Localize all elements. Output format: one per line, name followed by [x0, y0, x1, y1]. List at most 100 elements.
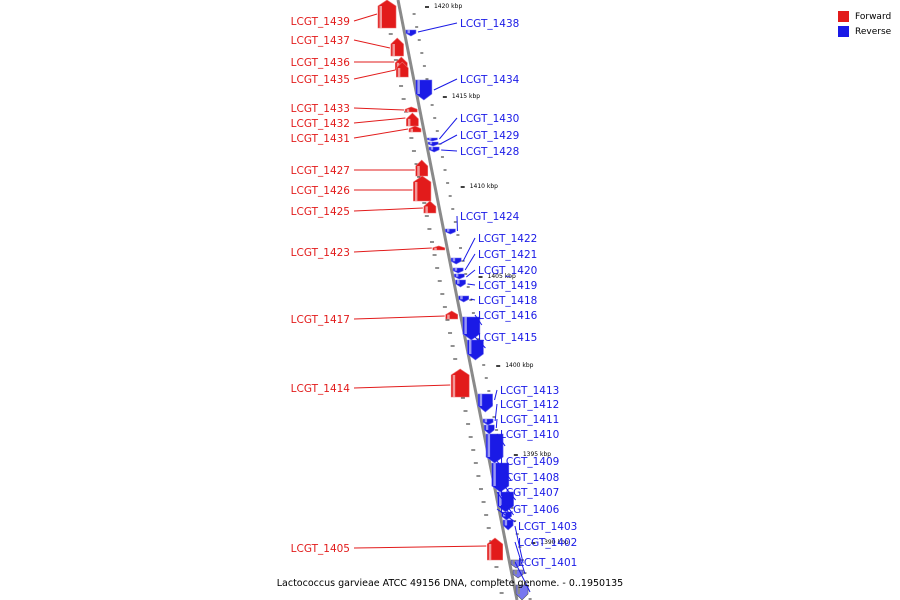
gene-highlight — [452, 258, 456, 262]
gene-highlight — [504, 520, 508, 526]
gene-highlight — [410, 128, 413, 132]
gene-connector — [494, 403, 498, 422]
gene-highlight — [425, 206, 428, 213]
gene-highlight — [493, 463, 496, 486]
gene-highlight — [414, 182, 418, 201]
gene-connector — [438, 117, 458, 140]
gene-highlight — [434, 247, 437, 250]
gene-connector — [495, 418, 498, 429]
gene-connector — [514, 561, 531, 593]
gene-highlight — [452, 375, 456, 397]
gene-connector — [439, 134, 458, 145]
gene-label-reverse: LCGT_1418 — [478, 295, 537, 307]
gene-highlight — [417, 166, 420, 176]
gene-label-forward: LCGT_1405 — [291, 543, 350, 555]
gene-connector — [353, 107, 405, 111]
gene-highlight — [464, 317, 467, 334]
gene-label-forward: LCGT_1436 — [291, 57, 351, 69]
gene-label-reverse: LCGT_1422 — [478, 233, 537, 245]
gene-connector — [494, 389, 498, 401]
gene-connector — [514, 541, 526, 575]
gene-arrow — [377, 0, 397, 29]
gene-highlight — [379, 6, 382, 28]
gene-label-forward: LCGT_1435 — [291, 74, 350, 86]
gene-highlight — [407, 30, 410, 34]
gene-highlight — [479, 394, 483, 406]
gene-label-forward: LCGT_1439 — [291, 16, 350, 28]
gene-highlight — [392, 44, 395, 56]
gene-connector — [353, 39, 391, 49]
legend-forward-label: Forward — [855, 11, 892, 22]
gene-highlight — [446, 229, 450, 232]
genome-caption: Lactococcus garvieae ATCC 49156 DNA, com… — [276, 578, 624, 589]
gene-features: LCGT_1439 LCGT_1437 LCGT_1436 LCGT_1435 LCGT… — [291, 0, 577, 600]
gene-highlight — [430, 147, 434, 150]
gene-highlight — [406, 109, 410, 112]
gene-connector — [464, 253, 476, 271]
gene-connector — [496, 433, 506, 447]
gene-connector — [353, 207, 423, 212]
gene-label-forward: LCGT_1433 — [291, 103, 350, 115]
gene-label-reverse: LCGT_1407 — [500, 487, 559, 499]
gene-label-forward: LCGT_1427 — [291, 165, 350, 177]
gene-highlight — [397, 68, 401, 77]
gene-connector — [353, 545, 487, 549]
gene-label-forward: LCGT_1426 — [291, 185, 351, 197]
gene-connector — [353, 128, 409, 139]
gene-highlight — [428, 138, 432, 140]
gene-connector — [441, 149, 458, 152]
gene-arrow — [413, 175, 432, 202]
gene-label-reverse: LCGT_1424 — [460, 211, 520, 223]
gene-label-reverse: LCGT_1438 — [460, 18, 519, 30]
gene-connector — [514, 525, 524, 564]
gene-highlight — [517, 585, 521, 594]
gene-connector — [467, 283, 476, 286]
scale-markers: 1420 kbp 1415 kbp 1410 kbp 1405 kbp 1400 kbp… — [424, 3, 569, 546]
gene-highlight — [514, 570, 518, 575]
gene-connector — [466, 269, 476, 278]
scale-label: 1420 kbp — [434, 3, 462, 10]
gene-label-reverse: LCGT_1402 — [518, 537, 577, 549]
gene-connector — [353, 384, 451, 389]
gene-connector — [462, 237, 476, 262]
scale-label: 1410 kbp — [470, 183, 498, 190]
scale-label: 1395 kbp — [523, 451, 551, 458]
gene-label-reverse: LCGT_1413 — [500, 385, 559, 397]
gene-connector — [470, 298, 476, 301]
gene-connector — [496, 476, 516, 501]
gene-label-reverse: LCGT_1429 — [460, 130, 519, 142]
gene-label-forward: LCGT_1431 — [291, 133, 350, 145]
gene-label-reverse: LCGT_1412 — [500, 399, 559, 411]
gene-label-reverse: LCGT_1408 — [500, 472, 559, 484]
gene-connector — [496, 460, 512, 481]
gene-highlight — [455, 274, 459, 277]
gene-connector — [496, 491, 514, 516]
gene-arrow — [485, 433, 504, 464]
gene-highlight — [488, 544, 492, 560]
gene-connector — [496, 508, 516, 523]
gene-highlight — [457, 280, 460, 284]
forward-swatch — [838, 11, 849, 22]
scale-label: 1405 kbp — [488, 273, 516, 280]
gene-highlight — [454, 268, 458, 271]
gene-highlight — [485, 425, 489, 430]
gene-label-reverse: LCGT_1406 — [500, 504, 560, 516]
gene-label-reverse: LCGT_1419 — [478, 280, 537, 292]
scale-label: 1390 kbp — [540, 539, 568, 546]
reverse-swatch — [838, 26, 849, 37]
gene-highlight — [429, 142, 433, 145]
gene-label-forward: LCGT_1437 — [291, 35, 350, 47]
genome-axis-line — [396, 0, 519, 600]
gene-highlight — [460, 296, 463, 300]
scale-label: 1415 kbp — [452, 93, 480, 100]
gene-connector — [353, 117, 406, 124]
gene-label-reverse: LCGT_1434 — [460, 74, 520, 86]
gene-connector — [417, 22, 458, 33]
gene-label-reverse: LCGT_1420 — [478, 265, 537, 277]
gene-connector — [353, 247, 432, 253]
legend-forward: Forward — [838, 9, 891, 24]
gene-label-reverse: LCGT_1428 — [460, 146, 519, 158]
gene-label-forward: LCGT_1417 — [291, 314, 350, 326]
gene-label-forward: LCGT_1423 — [291, 247, 350, 259]
